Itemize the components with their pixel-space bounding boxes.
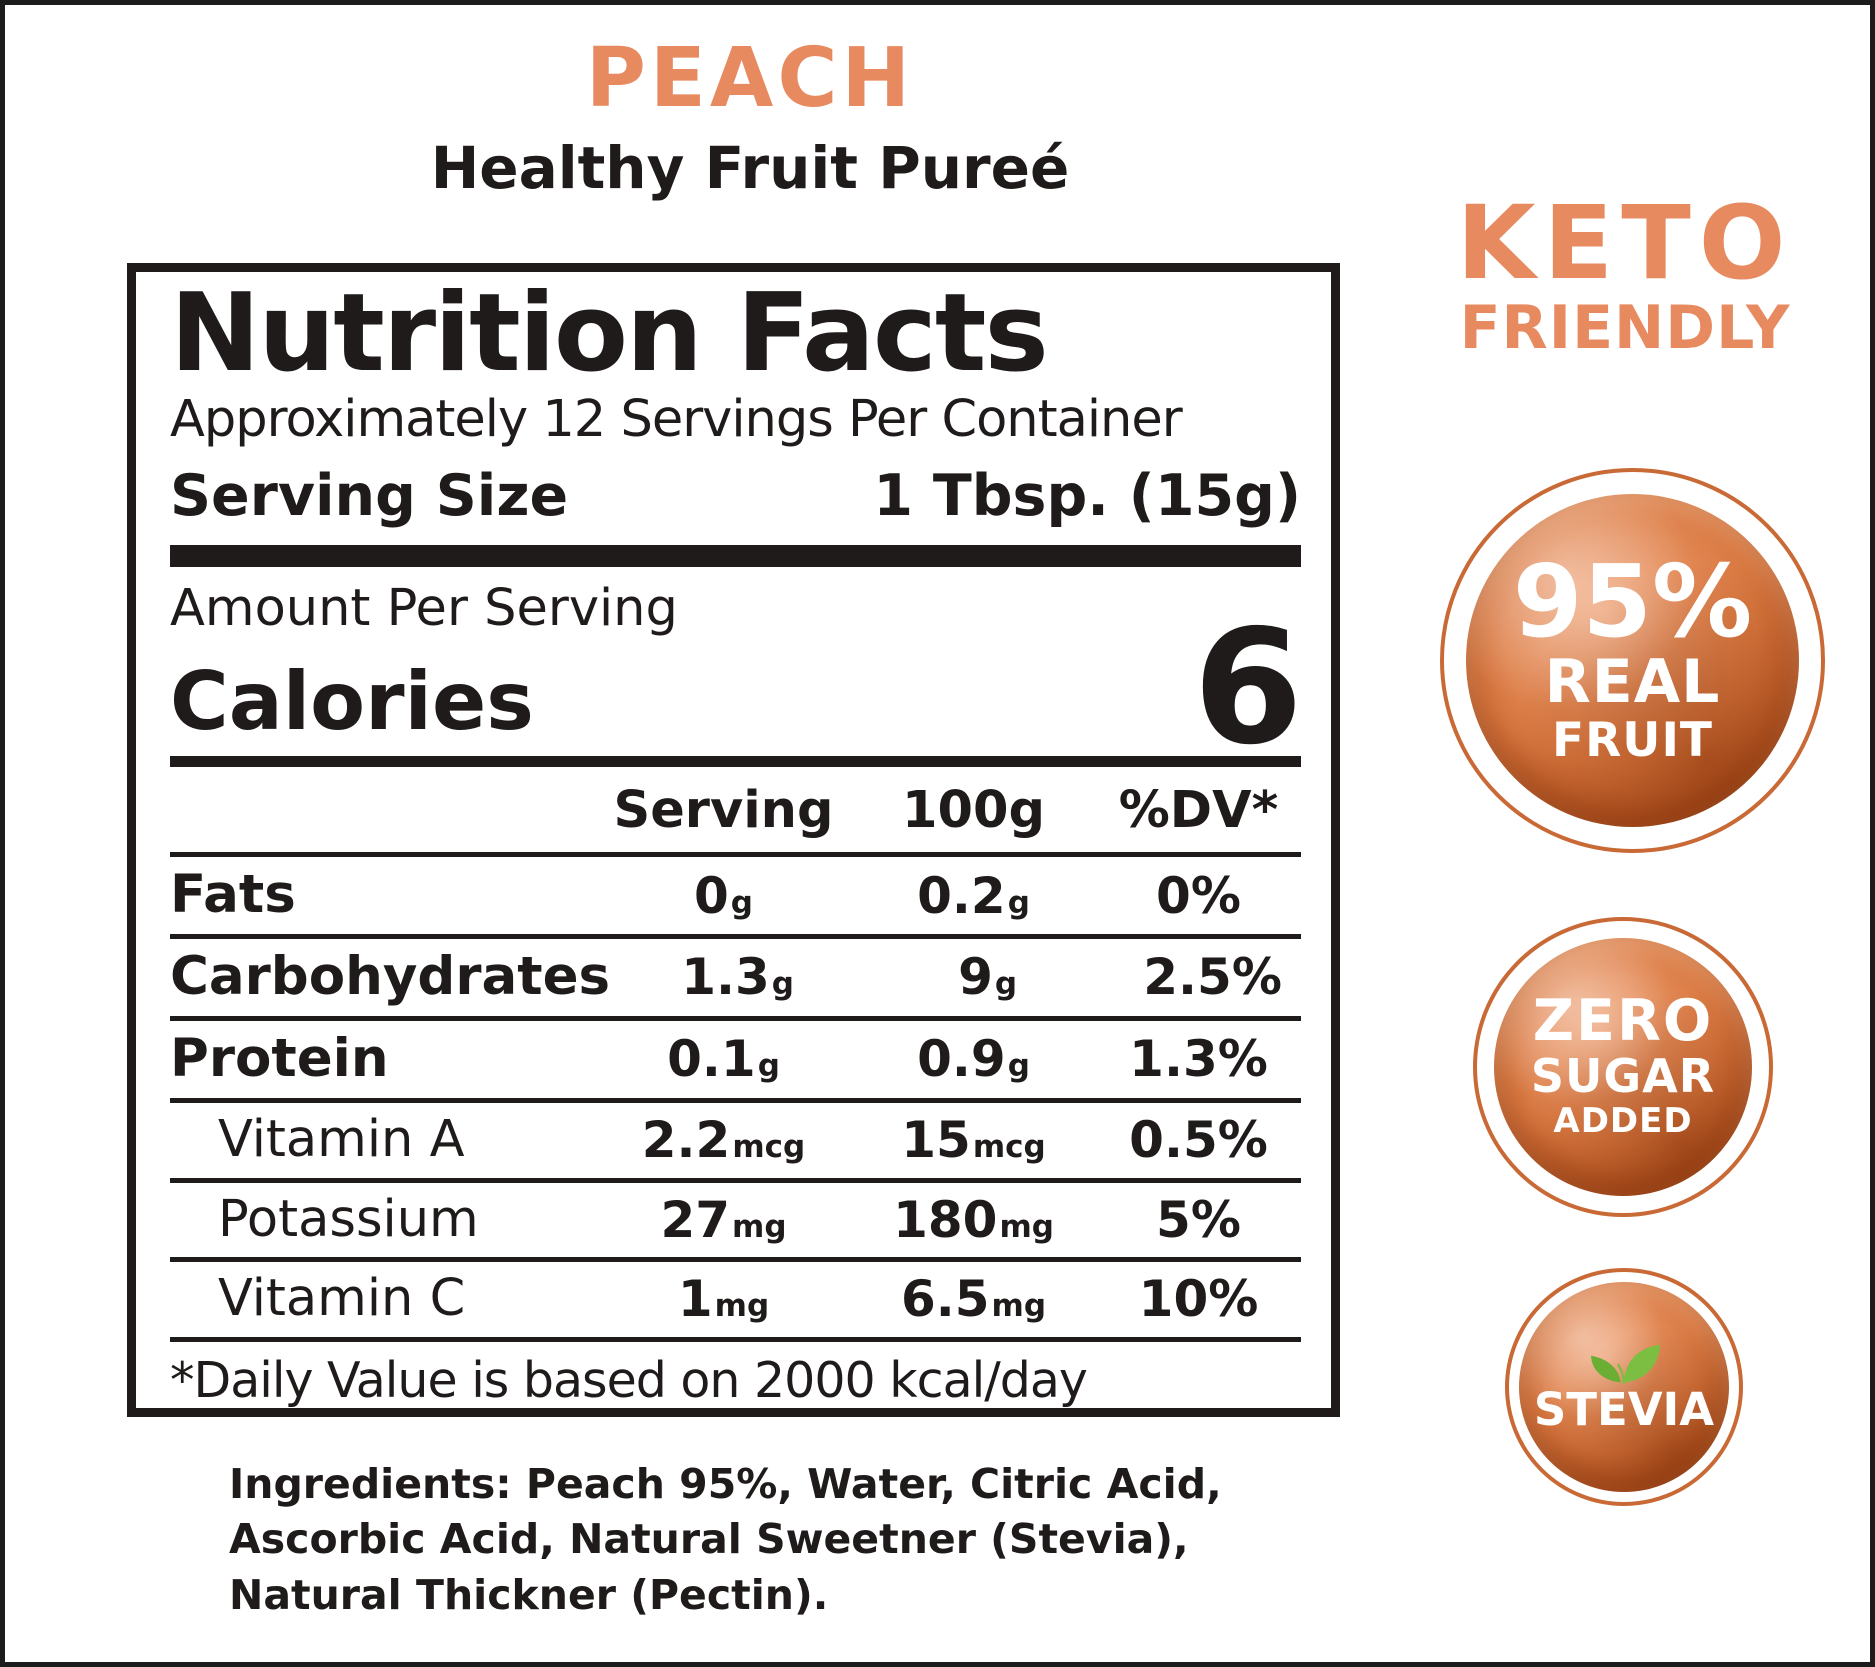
table-row: Carbohydrates 1.3g 9g 2.5% — [170, 934, 1301, 1016]
serving-value: 1.3g — [681, 948, 794, 1007]
servings-per-container: Approximately 12 Servings Per Container — [170, 390, 1183, 450]
unit: mcg — [732, 1129, 806, 1166]
badge-text: REAL — [1544, 647, 1721, 718]
friendly-line: FRIENDLY — [1459, 293, 1791, 363]
unit: g — [730, 884, 753, 921]
table-row: Fats 0g 0.2g 0% — [170, 852, 1301, 934]
column-header-serving: Serving — [613, 781, 834, 841]
per100-value: 0.9g — [917, 1030, 1030, 1089]
serving-value: 1mg — [677, 1270, 770, 1329]
badge-text: FRUIT — [1551, 713, 1713, 769]
leaf-icon — [1591, 1345, 1661, 1385]
table-header-row: Serving 100g %DV* — [170, 767, 1301, 852]
column-header-100g: 100g — [902, 781, 1045, 841]
unit: g — [1007, 884, 1030, 921]
table-row: Vitamin A 2.2mcg 15mcg 0.5% — [170, 1097, 1301, 1178]
serving-size-row: Serving Size 1 Tbsp. (15g) — [170, 449, 1301, 545]
per100-value: 6.5mg — [900, 1270, 1047, 1329]
badge-text: STEVIA — [1533, 1383, 1715, 1437]
calories-value: 6 — [1193, 596, 1303, 781]
badge-sphere: 95% REAL FRUIT — [1466, 494, 1799, 827]
per100-value: 180mg — [893, 1190, 1054, 1249]
serving-value: 27mg — [660, 1190, 787, 1249]
dv-value: 1.3% — [1129, 1030, 1268, 1089]
nutrient-label: Fats — [170, 864, 296, 926]
serving-value: 0g — [694, 866, 753, 925]
nutrient-label: Carbohydrates — [170, 946, 611, 1007]
stevia-badge: STEVIA — [1505, 1268, 1743, 1506]
table-row: Protein 0.1g 0.9g 1.3% — [170, 1015, 1301, 1098]
nutrient-label: Protein — [170, 1027, 389, 1089]
nutrient-label: Vitamin A — [218, 1109, 465, 1169]
badge-text: SUGAR — [1530, 1049, 1716, 1104]
divider-medium — [170, 756, 1301, 768]
serving-value: 2.2mcg — [641, 1111, 806, 1170]
unit: mg — [732, 1208, 787, 1245]
badge-text: ZERO — [1532, 988, 1714, 1055]
unit: mcg — [972, 1129, 1046, 1166]
calories-row: Calories 6 — [170, 596, 1303, 781]
column-header-dv: %DV* — [1118, 781, 1279, 841]
unit: g — [771, 966, 794, 1003]
unit: g — [994, 966, 1018, 1003]
calories-label: Calories — [170, 655, 534, 749]
real-fruit-badge: 95% REAL FRUIT — [1440, 468, 1825, 853]
unit: mg — [999, 1208, 1054, 1245]
nutrition-facts-title: Nutrition Facts — [170, 271, 1049, 396]
product-subtitle: Healthy Fruit Pureé — [430, 134, 1070, 202]
dv-value: 0.5% — [1129, 1111, 1268, 1170]
unit: mg — [714, 1288, 770, 1325]
badge-percent: 95% — [1512, 543, 1753, 661]
serving-size-label: Serving Size — [170, 463, 569, 530]
ingredients-text: Ingredients: Peach 95%, Water, Citric Ac… — [229, 1460, 1222, 1619]
product-flavor-title: PEACH — [585, 31, 915, 126]
keto-line: KETO — [1456, 184, 1794, 303]
divider-thick — [170, 545, 1301, 568]
serving-size-value: 1 Tbsp. (15g) — [873, 463, 1301, 530]
nutrient-label: Potassium — [218, 1189, 479, 1249]
table-row: Potassium 27mg 180mg 5% — [170, 1177, 1301, 1258]
unit: g — [1007, 1048, 1030, 1085]
daily-value-footnote: *Daily Value is based on 2000 kcal/day — [170, 1336, 1301, 1408]
per100-value: 15mcg — [901, 1111, 1046, 1170]
unit: g — [757, 1048, 780, 1085]
dv-value: 2.5% — [1143, 948, 1282, 1007]
dv-value: 10% — [1138, 1270, 1259, 1329]
zero-sugar-badge: ZERO SUGAR ADDED — [1473, 917, 1773, 1217]
per100-value: 0.2g — [917, 866, 1030, 925]
header: PEACH Healthy Fruit Pureé — [245, 31, 1255, 202]
nutrient-label: Vitamin C — [218, 1269, 466, 1329]
badge-text: ADDED — [1553, 1101, 1693, 1142]
keto-friendly-callout: KETO FRIENDLY — [1425, 193, 1825, 360]
dv-value: 0% — [1156, 866, 1241, 925]
per100-value: 9g — [958, 948, 1018, 1007]
badge-sphere: STEVIA — [1519, 1282, 1729, 1492]
unit: mg — [991, 1288, 1047, 1325]
dv-value: 5% — [1156, 1190, 1241, 1249]
nutrition-facts-panel: Nutrition Facts Approximately 12 Serving… — [127, 263, 1340, 1417]
amount-per-serving-label: Amount Per Serving — [170, 579, 678, 639]
serving-value: 0.1g — [667, 1030, 780, 1089]
badge-sphere: ZERO SUGAR ADDED — [1494, 938, 1752, 1196]
table-row: Vitamin C 1mg 6.5mg 10% — [170, 1257, 1301, 1337]
